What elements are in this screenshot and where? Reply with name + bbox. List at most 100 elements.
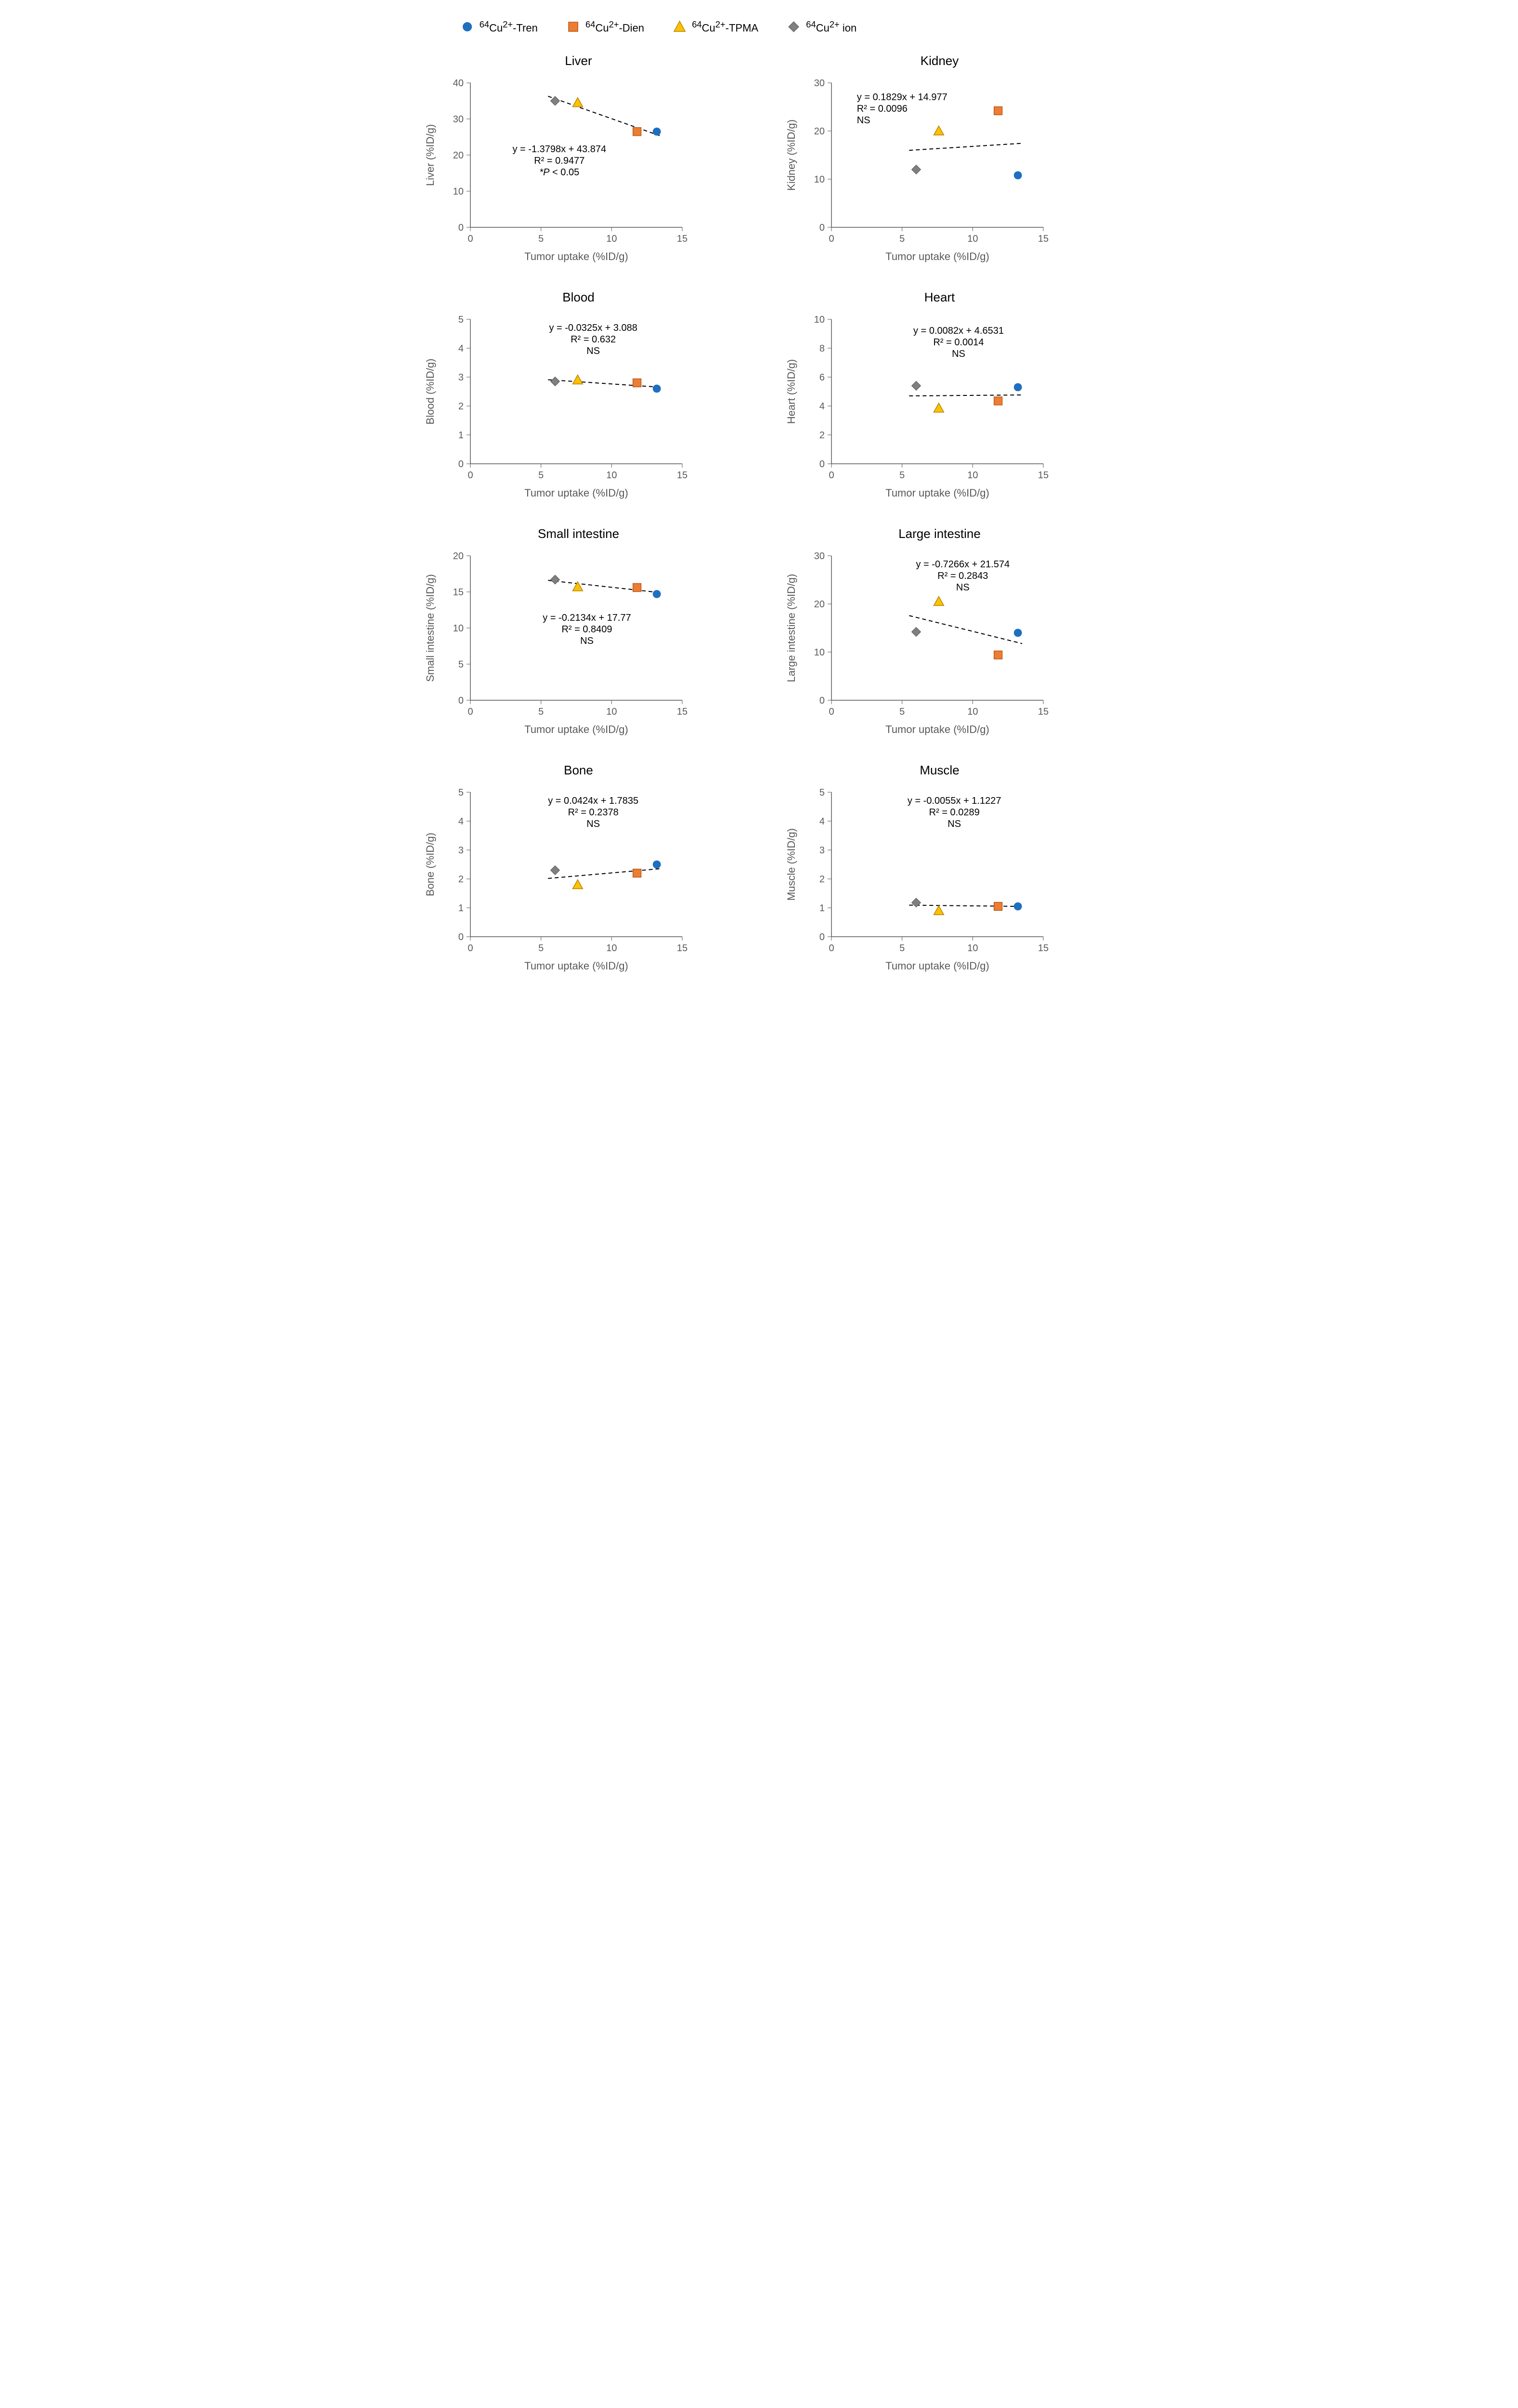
point-tren: [1013, 629, 1022, 637]
xtick-label: 0: [829, 943, 834, 954]
xtick-label: 15: [676, 470, 687, 481]
ytick-label: 30: [814, 78, 824, 89]
point-ion: [911, 628, 921, 637]
point-dien: [633, 128, 641, 136]
ytick-label: 0: [458, 222, 463, 233]
ytick-label: 0: [458, 459, 463, 470]
legend-item-dien: 64Cu2+-Dien: [567, 19, 644, 34]
ytick-label: 5: [458, 787, 463, 798]
annotation-line: R² = 0.2843: [937, 571, 988, 581]
legend: 64Cu2+-Tren 64Cu2+-Dien 64Cu2+-TPMA 64Cu…: [461, 19, 1096, 34]
annotation-line: y = -0.0325x + 3.088: [549, 323, 637, 333]
xtick-label: 15: [676, 943, 687, 954]
annotation-line: R² = 0.2378: [568, 807, 618, 818]
ytick-label: 6: [819, 372, 824, 383]
ytick-label: 0: [819, 932, 824, 942]
xtick-label: 10: [967, 470, 978, 481]
point-tpma: [572, 375, 583, 384]
point-dien: [994, 903, 1002, 911]
xlabel: Tumor uptake (%ID/g): [524, 723, 628, 735]
annotation-line: y = 0.0424x + 1.7835: [548, 796, 638, 806]
xtick-label: 15: [1038, 470, 1048, 481]
xtick-label: 15: [1038, 943, 1048, 954]
panel-blood: Blood051015012345Tumor uptake (%ID/g)Blo…: [422, 290, 735, 502]
legend-label-dien: 64Cu2+-Dien: [585, 19, 644, 34]
ytick-label: 4: [458, 343, 463, 354]
annotation-line: NS: [952, 349, 965, 359]
point-tpma: [572, 582, 583, 591]
annotation-line: y = 0.1829x + 14.977: [856, 92, 947, 103]
xtick-label: 5: [538, 943, 544, 954]
annotation-line: R² = 0.8409: [561, 624, 612, 635]
panel-title: Small intestine: [422, 526, 735, 541]
panel-title: Large intestine: [783, 526, 1096, 541]
ytick-label: 4: [819, 401, 824, 412]
ytick-label: 20: [453, 150, 463, 161]
plot-1: 0510150102030Tumor uptake (%ID/g)Kidney …: [783, 73, 1053, 266]
ytick-label: 3: [819, 845, 824, 856]
tren-marker-icon: [461, 20, 474, 33]
ytick-label: 0: [819, 222, 824, 233]
panel-muscle: Muscle051015012345Tumor uptake (%ID/g)Mu…: [783, 763, 1096, 975]
ytick-label: 15: [453, 587, 463, 598]
plot-3: 0510150246810Tumor uptake (%ID/g)Heart (…: [783, 310, 1053, 502]
point-tpma: [934, 126, 944, 135]
ytick-label: 2: [819, 874, 824, 885]
xtick-label: 0: [829, 234, 834, 244]
xtick-label: 5: [899, 707, 905, 717]
point-ion: [550, 96, 559, 105]
annotation-line: NS: [947, 819, 961, 829]
ytick-label: 4: [819, 816, 824, 827]
legend-label-tpma: 64Cu2+-TPMA: [692, 19, 758, 34]
ylabel: Muscle (%ID/g): [785, 828, 797, 901]
annotation-line: NS: [586, 819, 600, 829]
trendline: [909, 905, 1022, 907]
ytick-label: 0: [819, 459, 824, 470]
annotation-line: y = -0.0055x + 1.1227: [907, 796, 1001, 806]
xlabel: Tumor uptake (%ID/g): [524, 960, 628, 972]
point-ion: [550, 575, 559, 584]
ytick-label: 20: [814, 599, 824, 610]
ytick-label: 10: [814, 314, 824, 325]
trendline: [548, 580, 661, 593]
point-tren: [652, 128, 661, 136]
xlabel: Tumor uptake (%ID/g): [524, 487, 628, 499]
xtick-label: 5: [538, 470, 544, 481]
plot-2: 051015012345Tumor uptake (%ID/g)Blood (%…: [422, 310, 692, 502]
panel-bone: Bone051015012345Tumor uptake (%ID/g)Bone…: [422, 763, 735, 975]
annotation-line: y = -0.2134x + 17.77: [543, 613, 631, 623]
xtick-label: 10: [967, 234, 978, 244]
plot-7: 051015012345Tumor uptake (%ID/g)Muscle (…: [783, 783, 1053, 975]
ylabel: Liver (%ID/g): [424, 124, 436, 186]
figure-container: 64Cu2+-Tren 64Cu2+-Dien 64Cu2+-TPMA 64Cu…: [422, 19, 1096, 975]
point-tpma: [572, 880, 583, 889]
point-ion: [911, 165, 921, 174]
annotation-line: *P < 0.05: [539, 167, 579, 178]
annotation-line: R² = 0.0014: [933, 337, 984, 348]
panel-kidney: Kidney0510150102030Tumor uptake (%ID/g)K…: [783, 53, 1096, 266]
xtick-label: 10: [967, 707, 978, 717]
ytick-label: 3: [458, 372, 463, 383]
annotation-line: R² = 0.0096: [856, 104, 907, 114]
ytick-label: 0: [819, 695, 824, 706]
xtick-label: 0: [829, 707, 834, 717]
xlabel: Tumor uptake (%ID/g): [885, 723, 989, 735]
panel-title: Liver: [422, 53, 735, 68]
ytick-label: 2: [458, 874, 463, 885]
annotation-line: y = -1.3798x + 43.874: [512, 144, 606, 155]
panel-title: Heart: [783, 290, 1096, 305]
plot-0: 051015010203040Tumor uptake (%ID/g)Liver…: [422, 73, 692, 266]
panel-grid: Liver051015010203040Tumor uptake (%ID/g)…: [422, 53, 1096, 975]
xlabel: Tumor uptake (%ID/g): [885, 487, 989, 499]
plot-5: 0510150102030Tumor uptake (%ID/g)Large i…: [783, 546, 1053, 739]
ytick-label: 1: [819, 903, 824, 914]
ytick-label: 8: [819, 343, 824, 354]
point-dien: [633, 869, 641, 877]
tpma-marker-icon: [673, 20, 686, 33]
xtick-label: 5: [899, 943, 905, 954]
xtick-label: 10: [606, 943, 617, 954]
point-tpma: [934, 403, 944, 412]
xtick-label: 5: [899, 470, 905, 481]
ytick-label: 10: [453, 186, 463, 197]
point-ion: [911, 898, 921, 907]
